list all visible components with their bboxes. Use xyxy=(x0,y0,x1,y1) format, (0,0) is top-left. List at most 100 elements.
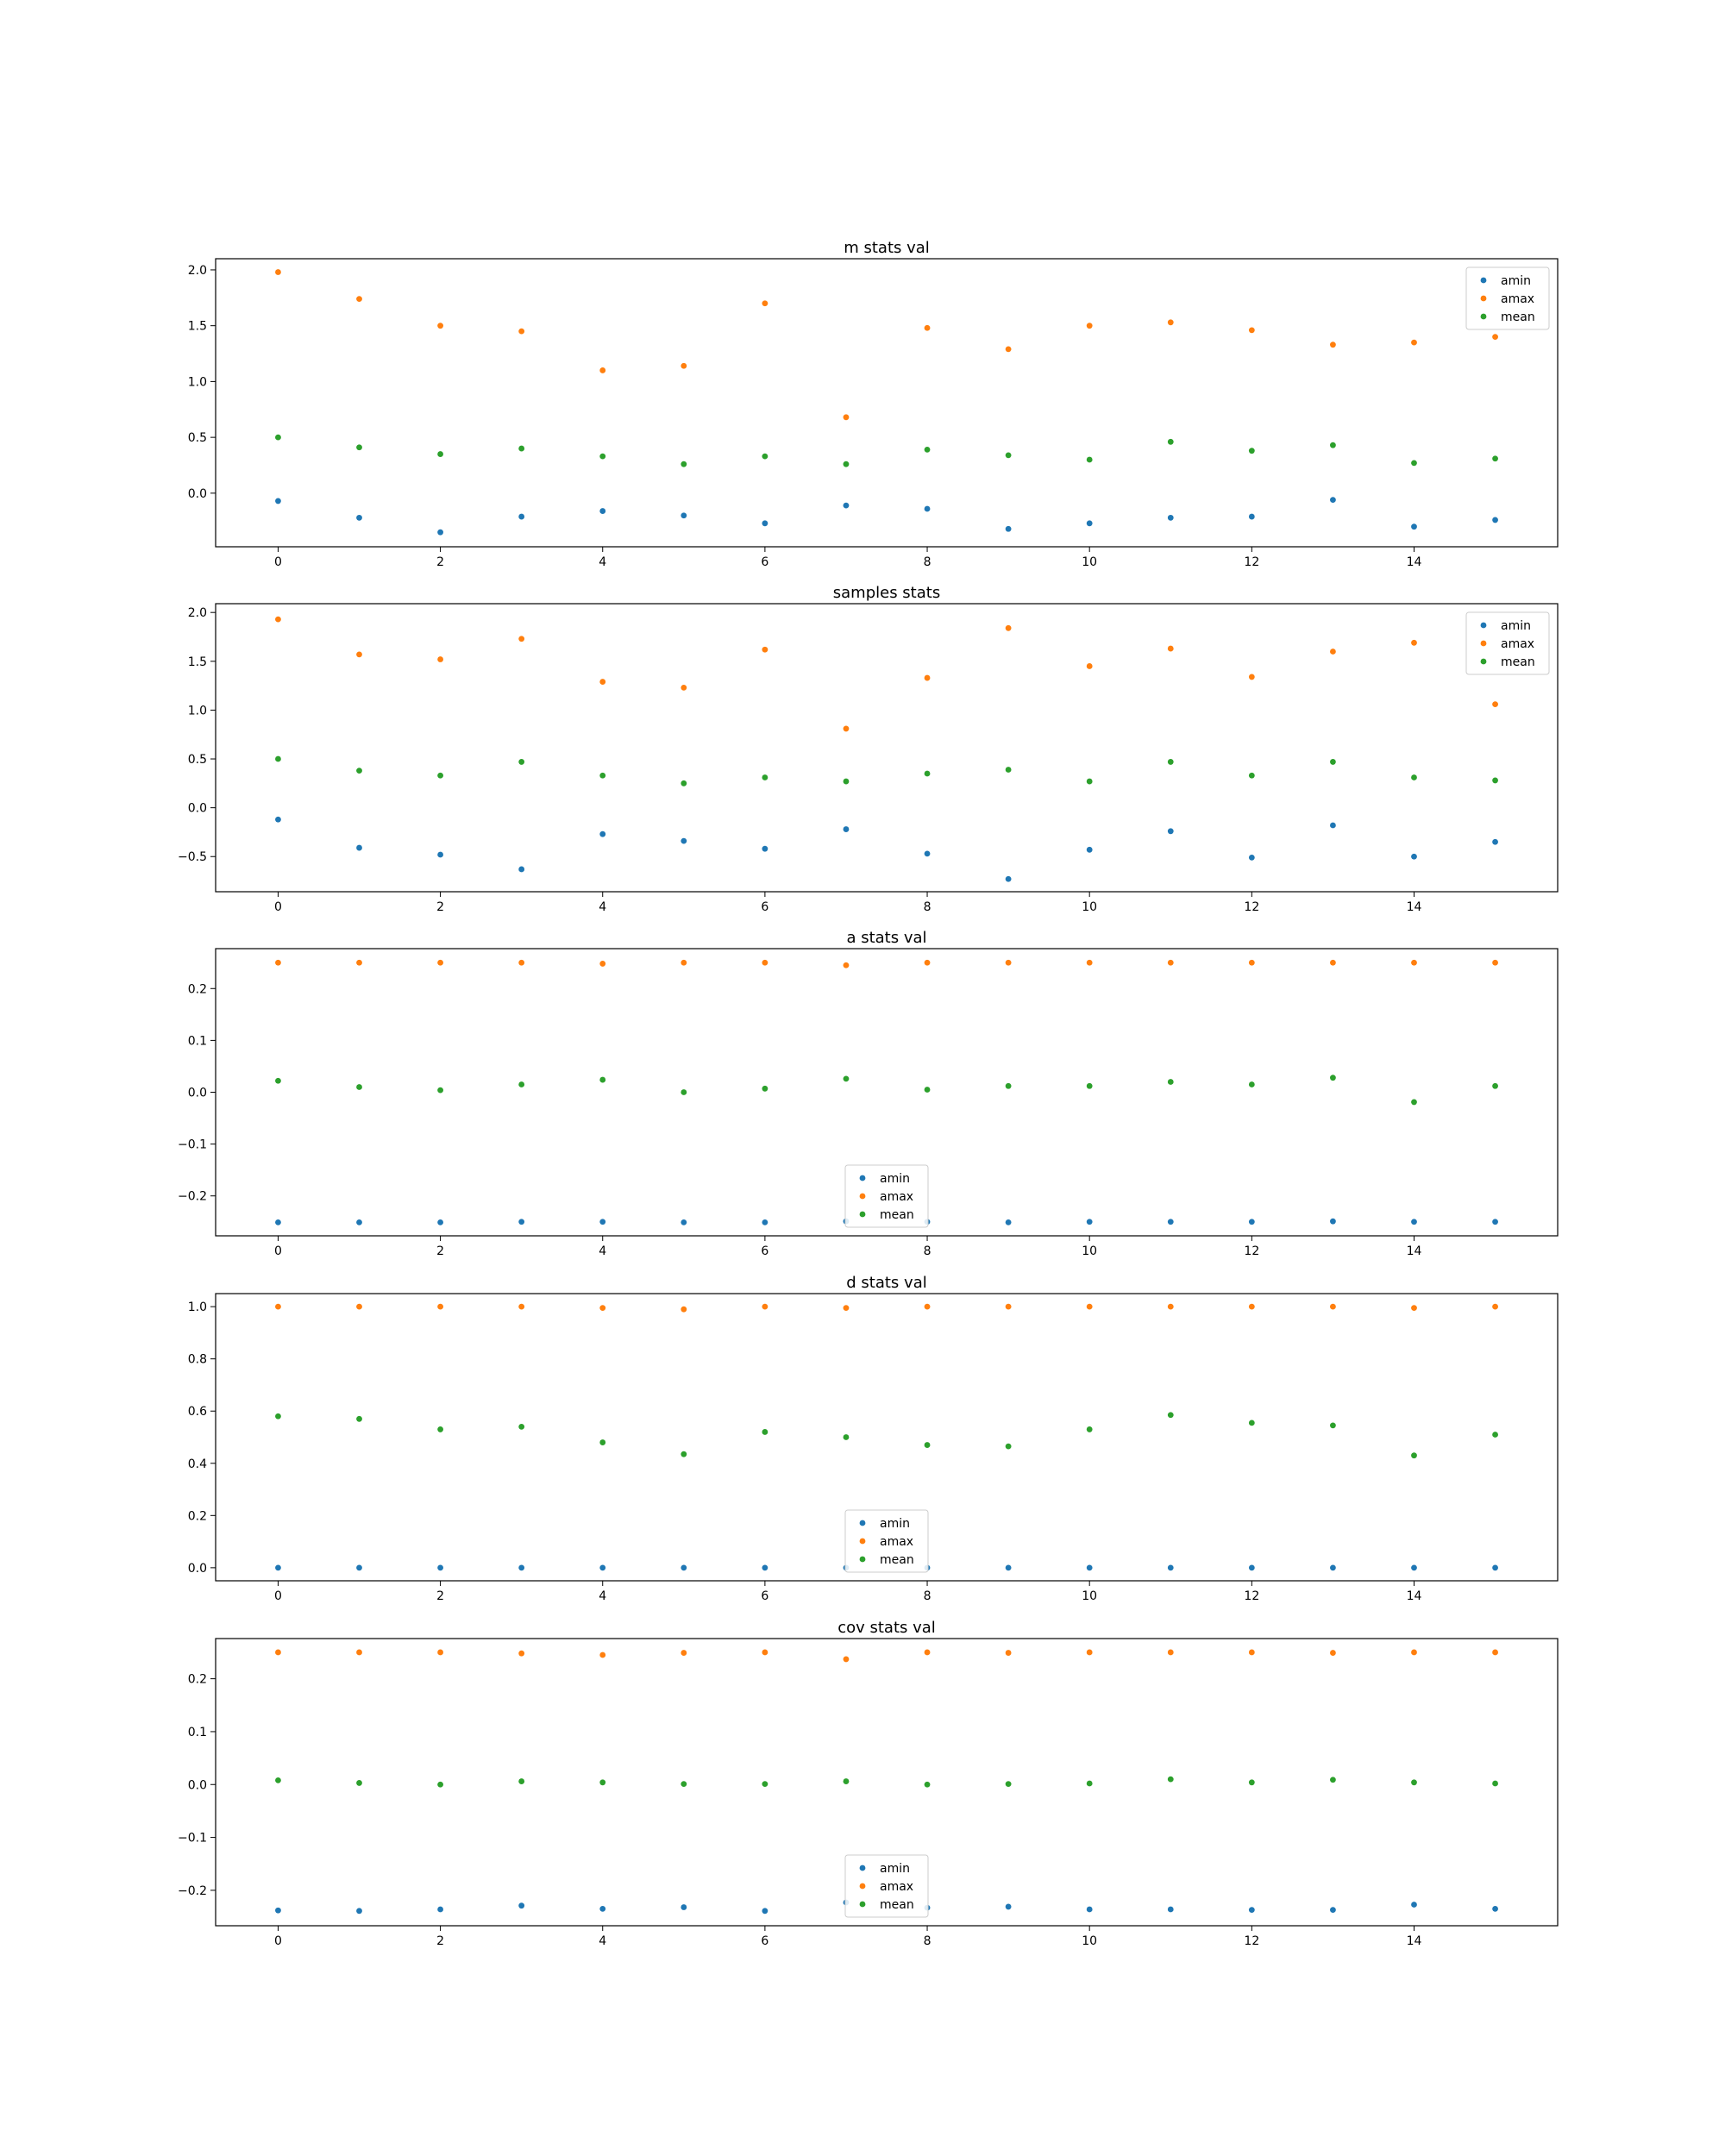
data-point-amax xyxy=(599,1305,606,1312)
data-point-amax xyxy=(762,959,768,966)
data-point-amin xyxy=(518,1564,525,1571)
data-point-amax xyxy=(924,1303,931,1310)
data-point-amin xyxy=(437,851,443,858)
data-point-mean xyxy=(437,1087,443,1094)
data-point-mean xyxy=(275,1413,281,1420)
data-point-amin xyxy=(275,1219,281,1225)
data-point-mean xyxy=(762,774,768,780)
legend-label-mean: mean xyxy=(1501,310,1535,324)
data-point-amax xyxy=(1167,1649,1174,1656)
data-point-amin xyxy=(1411,1902,1417,1908)
x-tick-label: 12 xyxy=(1244,1244,1259,1258)
chart-panel-1: m stats val 0 2 4 6 8 10 12 14 0.0 0.5 1.0 1.5 2.0 ami… xyxy=(188,239,1559,569)
data-point-mean xyxy=(1086,1082,1093,1089)
data-point-mean xyxy=(1492,1432,1498,1438)
data-point-amax xyxy=(924,1649,931,1656)
series-mean xyxy=(275,434,1498,467)
data-point-amax xyxy=(1411,1649,1417,1656)
data-point-amax xyxy=(681,684,687,691)
legend-label-amax: amax xyxy=(1501,292,1534,306)
data-point-mean xyxy=(762,1429,768,1435)
y-tick-label: 0.0 xyxy=(188,1778,207,1792)
data-point-amin xyxy=(762,1908,768,1915)
data-point-amin xyxy=(1248,1907,1255,1914)
chart-title: cov stats val xyxy=(837,1619,936,1637)
legend-marker-amax xyxy=(1480,640,1487,647)
x-tick-label: 6 xyxy=(761,900,768,914)
chart-title: samples stats xyxy=(833,584,940,602)
data-point-mean xyxy=(1411,774,1417,780)
data-point-amin xyxy=(1005,875,1012,882)
data-point-amax xyxy=(356,651,362,658)
plot-frame xyxy=(215,258,1559,548)
data-point-amin xyxy=(1167,1564,1174,1571)
series-amin xyxy=(275,816,1498,882)
x-tick-label: 2 xyxy=(436,1244,444,1258)
data-point-mean xyxy=(356,444,362,451)
data-point-amin xyxy=(1330,1907,1336,1914)
data-point-amax xyxy=(843,1305,850,1312)
legend-label-amax: amax xyxy=(880,1535,913,1549)
series-amax xyxy=(275,959,1498,968)
data-point-mean xyxy=(681,1089,687,1095)
data-point-amin xyxy=(518,866,525,873)
data-point-mean xyxy=(1167,1079,1174,1085)
data-point-amax xyxy=(843,725,850,732)
x-tick-label: 6 xyxy=(761,1934,768,1948)
y-tick-label: 0.1 xyxy=(188,1726,207,1739)
data-point-amin xyxy=(275,498,281,505)
data-point-mean xyxy=(1248,448,1255,454)
data-point-amin xyxy=(275,816,281,823)
data-point-mean xyxy=(1492,1082,1498,1089)
x-tick-label: 10 xyxy=(1082,1244,1097,1258)
x-tick-label: 12 xyxy=(1244,1934,1259,1948)
data-point-amin xyxy=(1167,1906,1174,1913)
data-point-amax xyxy=(1492,701,1498,708)
data-point-amin xyxy=(356,1219,362,1225)
data-point-mean xyxy=(1411,1099,1417,1106)
x-tick-label: 14 xyxy=(1407,1589,1422,1603)
legend-label-mean: mean xyxy=(880,1553,914,1567)
x-tick-label: 2 xyxy=(436,1589,444,1603)
y-tick-label: −0.5 xyxy=(178,850,207,864)
legend-label-amin: amin xyxy=(880,1172,910,1186)
data-point-amax xyxy=(275,269,281,275)
x-tick-label: 4 xyxy=(599,1589,606,1603)
data-point-amin xyxy=(1248,1219,1255,1225)
x-tick-label: 14 xyxy=(1407,1934,1422,1948)
data-point-amin xyxy=(681,512,687,519)
chart-title: a stats val xyxy=(846,929,926,947)
data-point-amax xyxy=(1330,959,1336,966)
data-point-amax xyxy=(356,296,362,303)
data-point-amin xyxy=(762,520,768,527)
x-tick-label: 6 xyxy=(761,1589,768,1603)
legend-frame xyxy=(1465,266,1550,330)
legend: amin amax mean xyxy=(844,1854,929,1918)
chart-panel-3: a stats val 0 2 4 6 8 10 12 14 −0.2 −0.1 0.0 0.1 0.2 a… xyxy=(178,929,1559,1258)
data-point-amax xyxy=(599,1651,606,1658)
data-point-mean xyxy=(1330,1777,1336,1783)
data-point-amin xyxy=(1492,1564,1498,1571)
data-point-amin xyxy=(1411,853,1417,860)
legend: amin amax mean xyxy=(844,1509,929,1573)
data-point-amin xyxy=(1005,1564,1012,1571)
data-point-mean xyxy=(1492,455,1498,462)
chart-panel-2: samples stats 0 2 4 6 8 10 12 14 −0.5 0.0 0.5 1.0 1.5… xyxy=(178,584,1559,914)
x-tick-label: 8 xyxy=(924,900,932,914)
data-point-amax xyxy=(1248,959,1255,966)
data-point-amax xyxy=(1167,959,1174,966)
data-point-mean xyxy=(1330,1422,1336,1429)
data-point-amin xyxy=(1411,1564,1417,1571)
y-tick-label: 0.0 xyxy=(188,1087,207,1100)
data-point-amax xyxy=(1330,1303,1336,1310)
data-point-mean xyxy=(1248,772,1255,779)
data-point-mean xyxy=(275,755,281,762)
data-point-mean xyxy=(356,1084,362,1090)
data-point-amax xyxy=(518,636,525,642)
data-point-amin xyxy=(1330,1218,1336,1225)
data-point-mean xyxy=(356,1415,362,1422)
x-tick-label: 14 xyxy=(1407,900,1422,914)
y-tick-label: 0.1 xyxy=(188,1034,207,1048)
data-point-amin xyxy=(356,1564,362,1571)
